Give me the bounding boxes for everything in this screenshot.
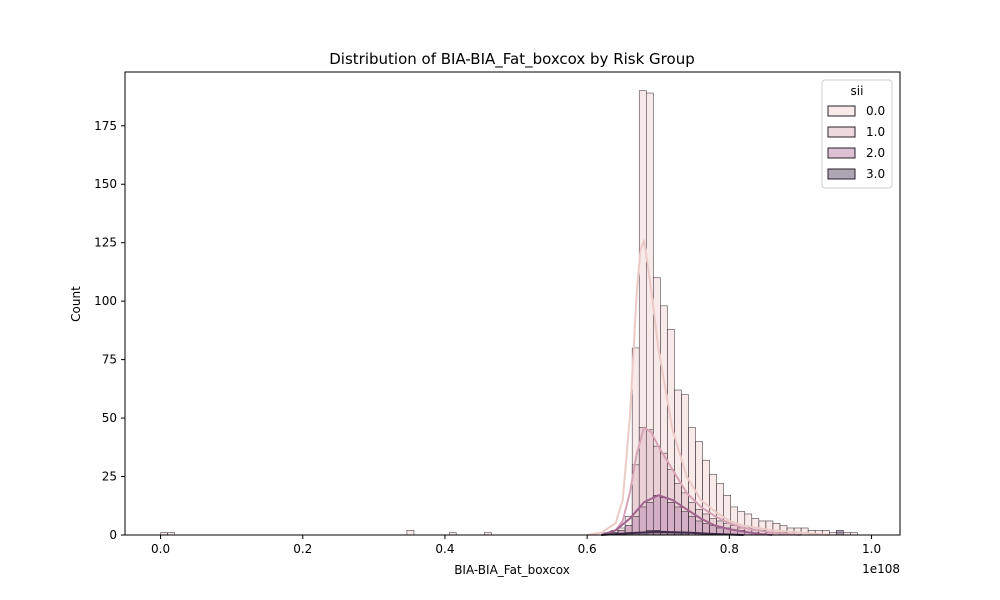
- plot-frame: [124, 71, 901, 536]
- bar: [638, 506, 647, 536]
- legend-entry-label: 0.0: [866, 104, 885, 118]
- bar: [406, 530, 415, 536]
- kde-curves: [586, 239, 829, 536]
- y-tick-label: 25: [102, 470, 117, 484]
- bar: [660, 497, 668, 536]
- legend-swatch: [827, 168, 856, 180]
- x-tick-label: 0.4: [435, 542, 454, 556]
- y-tick-label: 150: [94, 177, 117, 191]
- y-tick-label: 0: [109, 528, 117, 542]
- chart-title: Distribution of BIA-BIA_Fat_boxcox by Ri…: [329, 50, 694, 69]
- series-bars-0: [160, 90, 858, 536]
- y-axis-ticks: 0 25 50 75 100 125 150 175: [94, 119, 125, 542]
- x-axis-offset-label: 1e108: [862, 562, 900, 576]
- x-tick-label: 0.2: [293, 542, 312, 556]
- bar: [681, 511, 689, 536]
- y-tick-label: 175: [94, 119, 117, 133]
- legend-swatch: [827, 147, 856, 159]
- y-tick-label: 100: [94, 294, 117, 308]
- legend-entry-label: 3.0: [866, 167, 885, 181]
- legend-title: sii: [851, 84, 864, 98]
- bar: [674, 506, 682, 536]
- bar: [836, 530, 844, 536]
- y-axis-label: Count: [69, 286, 83, 322]
- legend-entry-label: 2.0: [866, 146, 885, 160]
- kde-line-3: [601, 530, 744, 536]
- x-tick-label: 0.8: [720, 542, 739, 556]
- histogram-bars: [160, 90, 858, 536]
- kde-line-0: [586, 239, 829, 536]
- x-axis-ticks: 0.0 0.2 0.4 0.6 0.8 1.0: [151, 535, 881, 556]
- legend-swatch: [827, 126, 856, 138]
- y-tick-label: 50: [102, 411, 117, 425]
- x-tick-label: 1.0: [862, 542, 881, 556]
- legend-swatch: [827, 105, 856, 117]
- legend-entry-label: 1.0: [866, 125, 885, 139]
- y-tick-label: 75: [102, 353, 117, 367]
- x-tick-label: 0.0: [151, 542, 170, 556]
- kde-line-2: [601, 494, 773, 536]
- bar: [667, 502, 675, 536]
- y-tick-label: 125: [94, 236, 117, 250]
- x-axis-label: BIA-BIA_Fat_boxcox: [454, 563, 570, 577]
- kde-line-1: [601, 426, 801, 536]
- bar: [653, 494, 661, 536]
- x-tick-label: 0.6: [578, 542, 597, 556]
